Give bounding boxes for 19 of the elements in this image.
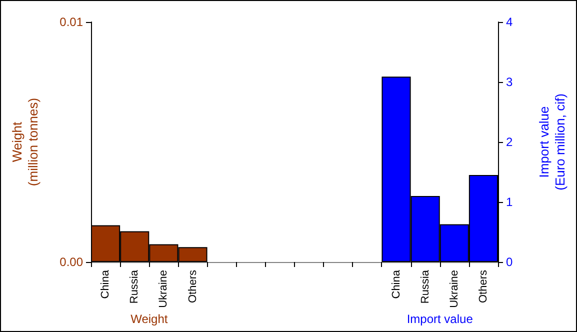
x-tick-label: Others — [186, 270, 199, 304]
x-tick-label: Ukraine — [158, 270, 170, 308]
y2-axis-title: Import value (Euro million, cif) — [536, 94, 568, 190]
y2-tick-label: 3 — [506, 75, 513, 89]
x-tick-label: Russia — [419, 269, 432, 304]
x-tick-label: China — [100, 269, 112, 299]
y-tick-label: 0.01 — [60, 15, 84, 29]
x-tick-label: Russia — [128, 269, 141, 304]
x-tick-label: Others — [477, 270, 490, 304]
y-tick-label: 0.00 — [60, 255, 84, 269]
y2-tick-label: 0 — [506, 255, 513, 269]
y2-tick-label: 4 — [506, 15, 513, 29]
text: Import value — [406, 312, 474, 326]
text: Weight — [130, 312, 168, 326]
y2-tick-label: 1 — [506, 195, 513, 209]
x-tick-label: China — [390, 269, 402, 299]
y2-tick-label: 2 — [506, 135, 513, 149]
y-axis-title: Weight (million tonnes) — [10, 98, 40, 186]
x-tick-label: Ukraine — [448, 270, 460, 308]
